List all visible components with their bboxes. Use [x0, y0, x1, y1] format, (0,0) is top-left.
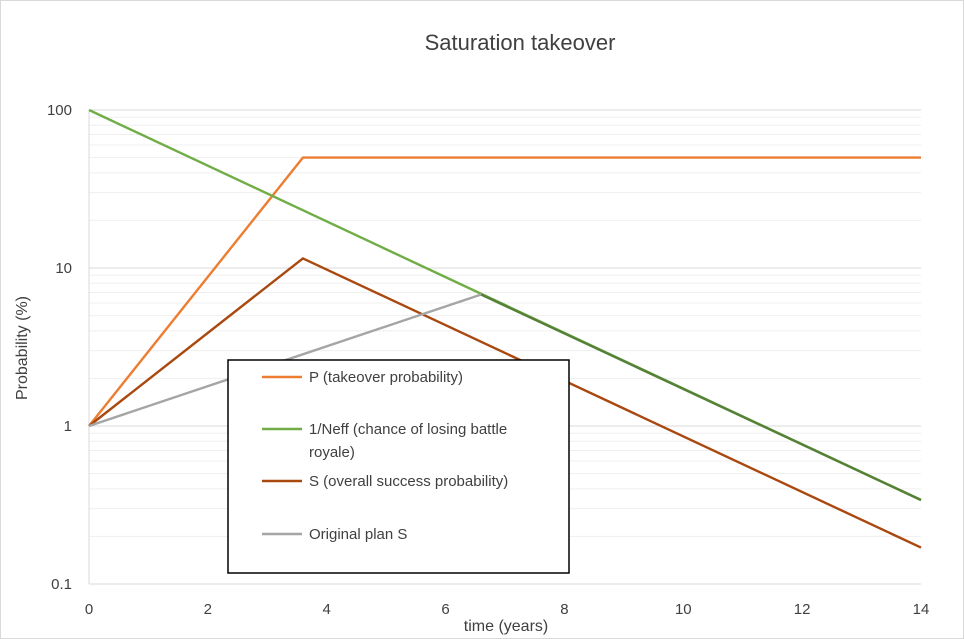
overlap-line	[480, 293, 922, 502]
y-tick-label: 100	[47, 102, 72, 119]
legend-label: P (takeover probability)	[309, 369, 463, 386]
y-axis-label: Probability (%)	[14, 296, 31, 400]
series-line-2	[88, 257, 922, 549]
x-tick-label: 10	[675, 601, 692, 618]
y-tick-label: 0.1	[51, 576, 72, 593]
x-tick-label: 14	[913, 601, 930, 618]
legend-label: S (overall success probability)	[309, 473, 508, 490]
y-tick-label: 10	[55, 260, 72, 277]
x-tick-labels: 0 2 4 6 8 10 12 14	[85, 601, 930, 618]
x-tick-label: 0	[85, 601, 93, 618]
x-tick-label: 6	[441, 601, 449, 618]
y-tick-labels: 0.1 1 10 100	[47, 102, 72, 593]
legend-label: royale)	[309, 444, 355, 461]
x-tick-label: 8	[560, 601, 568, 618]
x-tick-label: 12	[794, 601, 811, 618]
x-tick-label: 2	[204, 601, 212, 618]
y-tick-label: 1	[64, 418, 72, 435]
x-axis-label: time (years)	[464, 618, 548, 635]
legend-label: 1/Neff (chance of losing battle	[309, 421, 507, 438]
series-line-0	[88, 156, 921, 427]
legend-label: Original plan S	[309, 526, 407, 543]
x-tick-label: 4	[323, 601, 331, 618]
legend-box	[227, 359, 570, 574]
legend: P (takeover probability) 1/Neff (chance o…	[227, 359, 570, 574]
series-lines	[88, 108, 922, 549]
chart-title: Saturation takeover	[425, 30, 616, 55]
